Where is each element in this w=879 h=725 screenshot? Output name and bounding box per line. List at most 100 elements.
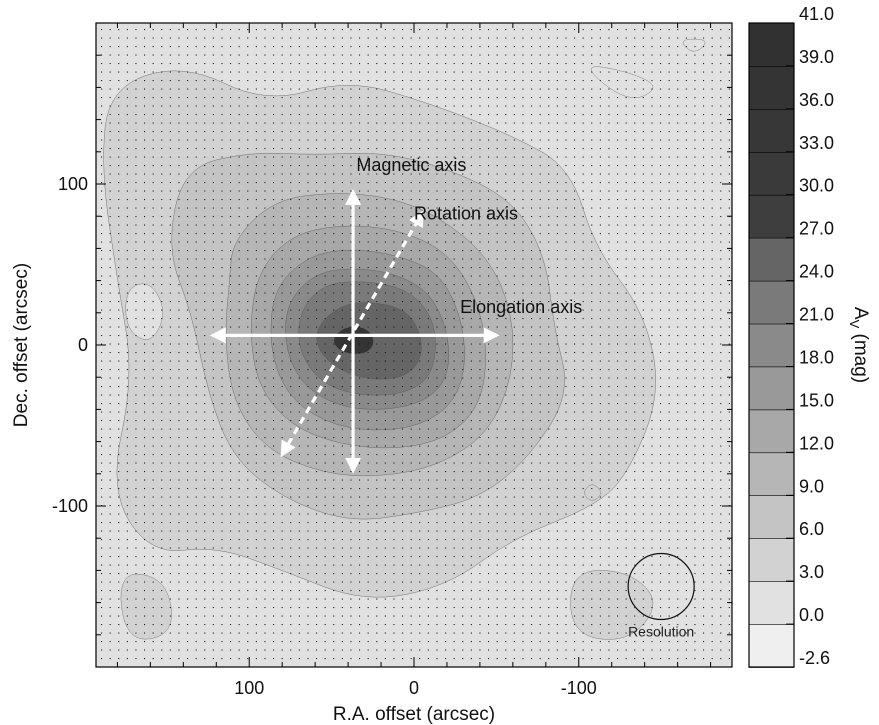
grid-dot <box>488 71 490 73</box>
grid-dot <box>152 479 154 481</box>
grid-dot <box>720 403 722 405</box>
grid-dot <box>118 131 120 133</box>
grid-dot <box>281 182 283 184</box>
grid-dot <box>118 394 120 396</box>
grid-dot <box>634 479 636 481</box>
grid-dot <box>720 88 722 90</box>
grid-dot <box>513 97 515 99</box>
grid-dot <box>221 190 223 192</box>
grid-dot <box>204 403 206 405</box>
grid-dot <box>307 420 309 422</box>
grid-dot <box>333 71 335 73</box>
grid-dot <box>161 437 163 439</box>
grid-dot <box>574 258 576 260</box>
grid-dot <box>307 267 309 269</box>
grid-dot <box>169 122 171 124</box>
grid-dot <box>685 250 687 252</box>
grid-dot <box>703 71 705 73</box>
grid-dot <box>599 437 601 439</box>
grid-dot <box>376 522 378 524</box>
grid-dot <box>255 420 257 422</box>
grid-dot <box>608 437 610 439</box>
grid-dot <box>101 37 103 39</box>
grid-dot <box>341 148 343 150</box>
grid-dot <box>402 190 404 192</box>
grid-dot <box>367 539 369 541</box>
grid-dot <box>221 411 223 413</box>
grid-dot <box>505 496 507 498</box>
grid-dot <box>161 445 163 447</box>
grid-dot <box>169 547 171 549</box>
grid-dot <box>651 335 653 337</box>
grid-dot <box>316 71 318 73</box>
grid-dot <box>230 505 232 507</box>
grid-dot <box>625 105 627 107</box>
grid-dot <box>333 233 335 235</box>
grid-dot <box>608 63 610 65</box>
grid-dot <box>298 556 300 558</box>
grid-dot <box>324 275 326 277</box>
grid-dot <box>187 284 189 286</box>
grid-dot <box>204 122 206 124</box>
grid-dot <box>109 326 111 328</box>
grid-dot <box>144 63 146 65</box>
grid-dot <box>488 148 490 150</box>
grid-dot <box>316 590 318 592</box>
grid-dot <box>238 309 240 311</box>
grid-dot <box>694 182 696 184</box>
grid-dot <box>281 590 283 592</box>
grid-dot <box>642 54 644 56</box>
grid-dot <box>204 318 206 320</box>
grid-dot <box>419 309 421 311</box>
grid-dot <box>436 360 438 362</box>
grid-dot <box>410 573 412 575</box>
grid-dot <box>531 471 533 473</box>
grid-dot <box>298 539 300 541</box>
grid-dot <box>720 522 722 524</box>
grid-dot <box>436 156 438 158</box>
grid-dot <box>479 573 481 575</box>
grid-dot <box>212 564 214 566</box>
grid-dot <box>402 46 404 48</box>
grid-dot <box>204 598 206 600</box>
grid-dot <box>316 148 318 150</box>
grid-dot <box>556 37 558 39</box>
grid-dot <box>531 318 533 320</box>
grid-dot <box>548 182 550 184</box>
grid-dot <box>436 479 438 481</box>
grid-dot <box>118 326 120 328</box>
grid-dot <box>298 505 300 507</box>
grid-dot <box>608 556 610 558</box>
grid-dot <box>152 428 154 430</box>
grid-dot <box>255 318 257 320</box>
grid-dot <box>410 428 412 430</box>
grid-dot <box>591 318 593 320</box>
grid-dot <box>204 29 206 31</box>
grid-dot <box>212 360 214 362</box>
grid-dot <box>376 428 378 430</box>
grid-dot <box>479 216 481 218</box>
grid-dot <box>255 539 257 541</box>
grid-dot <box>221 479 223 481</box>
grid-dot <box>144 131 146 133</box>
grid-dot <box>608 445 610 447</box>
grid-dot <box>367 173 369 175</box>
grid-dot <box>144 97 146 99</box>
grid-dot <box>152 513 154 515</box>
grid-dot <box>642 88 644 90</box>
grid-dot <box>556 386 558 388</box>
grid-dot <box>608 207 610 209</box>
grid-dot <box>668 352 670 354</box>
grid-dot <box>453 454 455 456</box>
grid-dot <box>608 173 610 175</box>
grid-dot <box>505 292 507 294</box>
grid-dot <box>290 250 292 252</box>
grid-dot <box>101 224 103 226</box>
grid-dot <box>230 581 232 583</box>
grid-dot <box>677 590 679 592</box>
grid-dot <box>109 360 111 362</box>
grid-dot <box>462 71 464 73</box>
grid-dot <box>651 165 653 167</box>
grid-dot <box>694 360 696 362</box>
grid-dot <box>427 445 429 447</box>
